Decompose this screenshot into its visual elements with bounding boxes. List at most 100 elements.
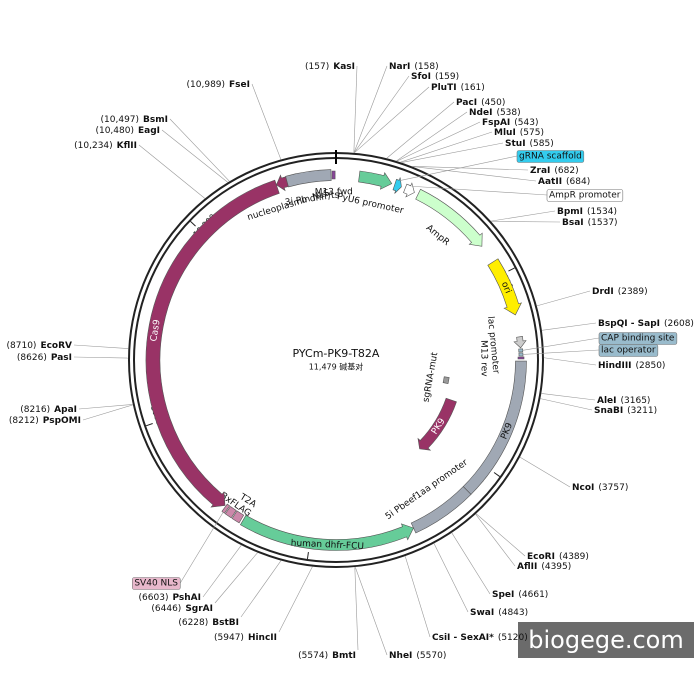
site-name: NarI	[389, 62, 410, 72]
site-name: SnaBI	[594, 406, 623, 416]
feature-leader	[522, 349, 600, 355]
site-label: FspAI (543)	[482, 118, 538, 128]
site-label: SpeI (4661)	[492, 590, 548, 600]
feature-label: ori	[499, 280, 513, 295]
site-label: (8212) PspOMI	[9, 416, 81, 426]
site-leader	[412, 166, 537, 182]
site-position: (450)	[481, 98, 505, 108]
site-name: EcoRI	[527, 552, 555, 562]
feature-arc	[417, 397, 457, 451]
site-position: (8216)	[20, 405, 50, 415]
site-position: (157)	[305, 62, 329, 72]
feature-label-box	[546, 189, 624, 202]
site-name: EagI	[138, 126, 160, 136]
site-leader	[491, 221, 561, 223]
site-leader	[404, 556, 431, 638]
site-label: SwaI (4843)	[470, 608, 528, 618]
feature-arc	[145, 179, 280, 508]
site-position: (5570)	[416, 651, 446, 661]
site-leader	[214, 552, 258, 604]
site-position: (8710)	[7, 341, 37, 351]
site-name: AatII	[538, 177, 562, 187]
site-position: (575)	[520, 128, 544, 138]
site-label: NheI (5570)	[389, 651, 446, 661]
site-label: StuI (585)	[505, 139, 554, 149]
site-position: (6446)	[151, 604, 181, 614]
site-label: AflII (4395)	[517, 562, 571, 572]
feature-arc	[224, 506, 237, 519]
feature-arc	[517, 356, 525, 360]
site-leader	[169, 118, 230, 182]
site-name: AleI	[597, 396, 617, 406]
site-label: (8710) EcoRV	[7, 341, 73, 351]
site-label: (5947) HincII	[214, 633, 277, 643]
site-name: PasI	[51, 353, 72, 363]
site-position: (1534)	[587, 207, 617, 217]
site-position: (3165)	[621, 396, 651, 406]
map-title: PYCm-PK9-T82A	[293, 347, 380, 360]
site-leader	[138, 144, 206, 199]
feature-arc	[239, 514, 414, 551]
feature-label: M13 fwd	[315, 187, 353, 198]
site-leader	[451, 532, 491, 595]
tick-mark	[508, 267, 515, 272]
site-leader	[202, 545, 242, 598]
site-label: BpmI (1534)	[557, 207, 617, 217]
site-name: ApaI	[54, 405, 77, 415]
tick-mark	[306, 551, 309, 560]
site-label: NcoI (3757)	[572, 483, 628, 493]
site-leader	[400, 131, 493, 163]
site-label: NdeI (538)	[469, 108, 521, 118]
site-position: (2850)	[636, 361, 666, 371]
site-position: (5574)	[298, 651, 328, 661]
feature-label: Cas9	[149, 319, 162, 343]
site-label: AatII (684)	[538, 177, 590, 187]
site-leader	[541, 322, 597, 331]
site-name: HincII	[248, 633, 277, 643]
site-leader	[411, 166, 529, 171]
site-name: HindIII	[598, 361, 632, 371]
site-label: BsaI (1537)	[562, 218, 618, 228]
site-leader	[240, 560, 282, 618]
site-position: (4389)	[559, 552, 589, 562]
feature-label-box	[132, 577, 181, 590]
feature-label: sgRNA-mut	[421, 351, 440, 403]
site-label: (10,234) KflII	[74, 141, 137, 151]
site-label: (6446) SgrAI	[151, 604, 213, 614]
site-name: BsmI	[143, 115, 168, 125]
watermark-bg	[518, 622, 694, 658]
map-subtitle: 11,479 碱基对	[309, 362, 364, 372]
site-leader	[536, 290, 591, 307]
site-label: (10,497) BsmI	[101, 115, 168, 125]
site-position: (4843)	[498, 608, 528, 618]
site-name: StuI	[505, 139, 526, 149]
site-position: (161)	[461, 83, 485, 93]
site-leader	[543, 357, 597, 366]
site-position: (4395)	[541, 562, 571, 572]
site-position: (684)	[566, 177, 590, 187]
site-leader	[433, 543, 469, 613]
site-label: PacI (450)	[456, 98, 505, 108]
feature-leader	[180, 512, 224, 584]
site-leader	[396, 121, 481, 162]
site-label: ZraI (682)	[530, 166, 579, 176]
site-label: (8626) PasI	[17, 353, 72, 363]
site-name: KflII	[117, 141, 137, 151]
site-leader	[78, 404, 133, 410]
feature-label-box	[598, 344, 659, 357]
feature-label-box	[516, 150, 585, 163]
site-position: (158)	[414, 62, 438, 72]
site-position: (3211)	[627, 406, 657, 416]
feature-label: AmpR	[424, 223, 451, 248]
site-label: (8216) ApaI	[20, 405, 77, 415]
site-position: (10,480)	[95, 126, 134, 136]
site-leader	[353, 65, 358, 153]
feature-label: lac operator	[601, 346, 656, 356]
site-leader	[354, 86, 430, 154]
site-name: SfoI	[411, 72, 431, 82]
site-label: AleI (3165)	[597, 396, 650, 406]
site-leader	[401, 142, 504, 163]
site-leader	[73, 356, 129, 359]
site-name: SgrAI	[185, 604, 213, 614]
